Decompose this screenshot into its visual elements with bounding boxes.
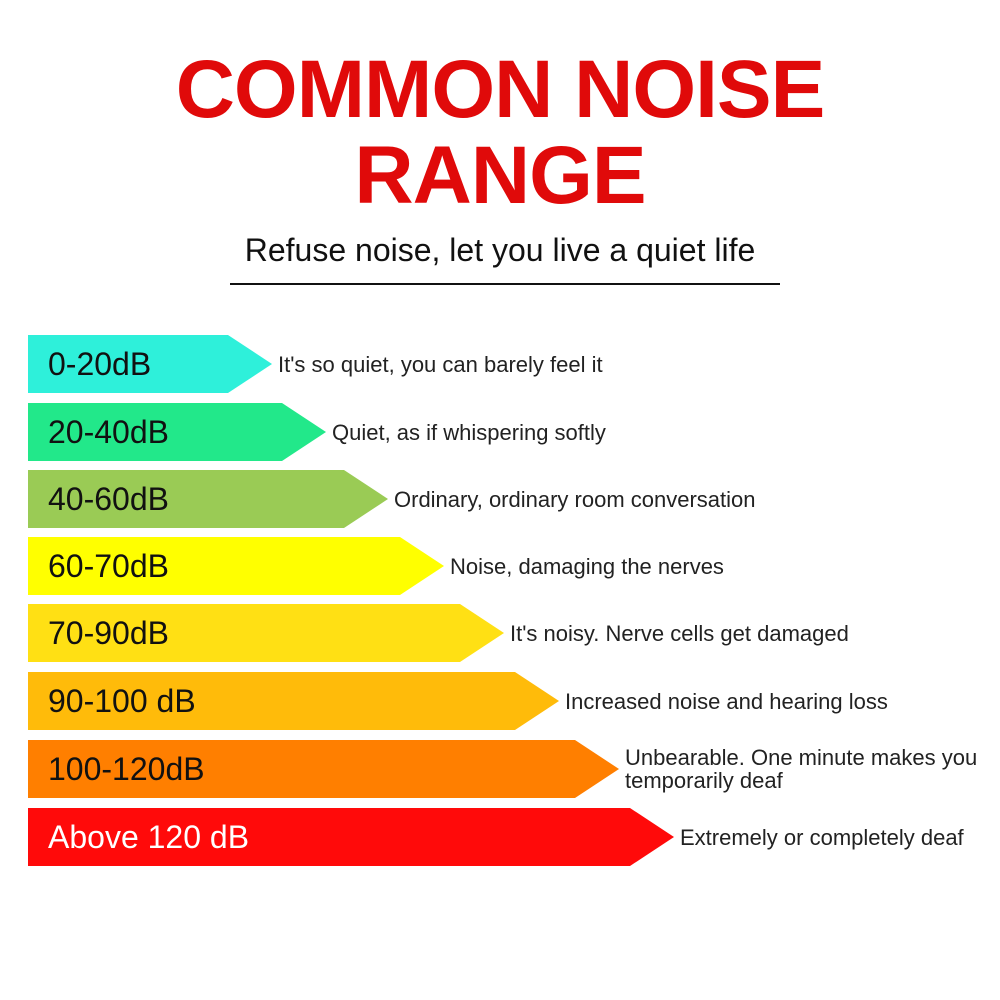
level-arrow-shape (28, 470, 388, 528)
level-description: Increased noise and hearing loss (565, 688, 888, 714)
level-range: 90-100 dB (48, 683, 196, 719)
level-range: Above 120 dB (48, 819, 250, 855)
level-range: 60-70dB (48, 548, 169, 584)
title-line-2: RANGE (354, 130, 646, 221)
level-range: 0-20dB (48, 346, 152, 382)
subtitle-underline (230, 283, 780, 285)
noise-level-row: Above 120 dB Extremely or completely dea… (28, 808, 990, 866)
level-arrow (28, 808, 674, 866)
level-description: It's noisy. Nerve cells get damaged (510, 620, 849, 646)
level-arrow-shape (28, 403, 326, 461)
level-arrow-shape (28, 537, 444, 595)
level-arrow (28, 335, 272, 393)
level-arrow (28, 740, 619, 798)
level-description: It's so quiet, you can barely feel it (278, 351, 603, 377)
noise-level-row: 100-120dB Unbearable. One minute makes y… (28, 740, 990, 798)
noise-level-row: 20-40dB Quiet, as if whispering softly (28, 403, 990, 461)
level-description: Quiet, as if whispering softly (332, 419, 606, 445)
level-arrow-shape (28, 604, 504, 662)
level-range: 70-90dB (48, 615, 169, 651)
level-arrow (28, 672, 559, 730)
level-range: 40-60dB (48, 481, 169, 517)
level-description: Extremely or completely deaf (680, 824, 964, 850)
level-description: Noise, damaging the nerves (450, 553, 724, 579)
level-arrow (28, 537, 444, 595)
noise-level-row: 0-20dB It's so quiet, you can barely fee… (28, 335, 990, 393)
noise-level-row: 40-60dB Ordinary, ordinary room conversa… (28, 470, 990, 528)
noise-level-row: 90-100 dB Increased noise and hearing lo… (28, 672, 990, 730)
level-range: 20-40dB (48, 414, 169, 450)
noise-level-row: 60-70dB Noise, damaging the nerves (28, 537, 990, 595)
level-range: 100-120dB (48, 751, 205, 787)
level-arrow (28, 403, 326, 461)
level-arrow-shape (28, 740, 619, 798)
noise-level-row: 70-90dB It's noisy. Nerve cells get dama… (28, 604, 990, 662)
level-arrow-shape (28, 808, 674, 866)
level-arrow (28, 604, 504, 662)
level-description: Ordinary, ordinary room conversation (394, 486, 756, 512)
level-arrow (28, 470, 388, 528)
subtitle: Refuse noise, let you live a quiet life (244, 232, 756, 268)
level-description: Unbearable. One minute makes you tempora… (625, 745, 978, 793)
title-line-1: COMMON NOISE (175, 44, 826, 135)
level-arrow-shape (28, 672, 559, 730)
level-arrow-shape (28, 335, 272, 393)
